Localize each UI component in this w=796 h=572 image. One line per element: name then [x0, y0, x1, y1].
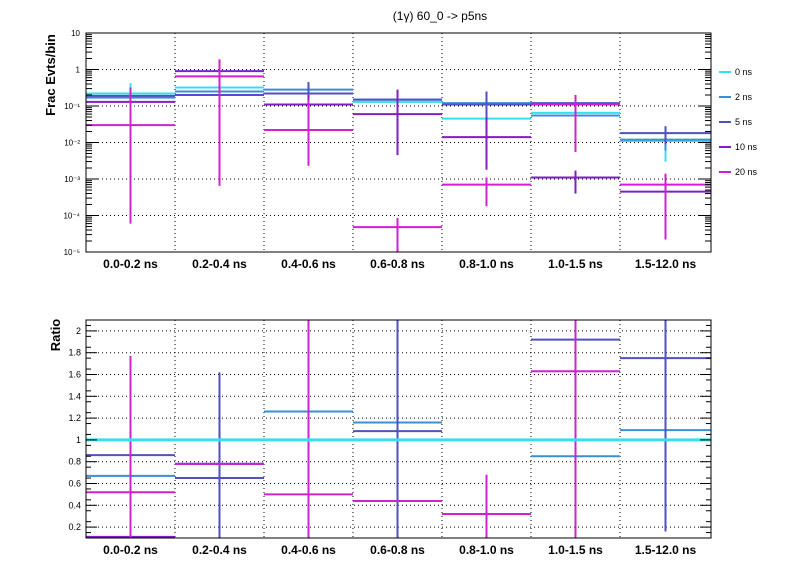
legend: 0 ns 2 ns 5 ns 10 ns 20 ns [719, 67, 758, 177]
x-tick-label: 0.2-0.4 ns [192, 543, 247, 557]
legend-label: 2 ns [735, 92, 753, 102]
top-marks [86, 59, 711, 252]
y-tick-label: 1 [76, 66, 81, 75]
y-tick-label: 2 [76, 326, 81, 336]
legend-label: 5 ns [735, 117, 753, 127]
x-tick-label: 0.4-0.6 ns [281, 257, 336, 271]
y-tick-label: 10⁻⁵ [64, 248, 80, 257]
bottom-panel: 0.2 0.4 0.6 0.8 1 1.2 1.4 1.6 1.8 2 0.0-0.2 ns 0.2-… [48, 319, 712, 557]
x-tick-label: 0.0-0.2 ns [103, 257, 158, 271]
x-tick-label: 0.4-0.6 ns [281, 543, 336, 557]
legend-label: 20 ns [735, 167, 758, 177]
bottom-axes: 0.2 0.4 0.6 0.8 1 1.2 1.4 1.6 1.8 2 0.0-0.2 ns 0.2-… [68, 324, 711, 557]
y-tick-label: 10⁻¹ [64, 102, 80, 111]
x-tick-label: 0.6-0.8 ns [370, 543, 425, 557]
legend-label: 0 ns [735, 67, 753, 77]
y-tick-label: 10⁻⁴ [63, 212, 80, 221]
y-tick-label: 1.6 [68, 370, 81, 380]
x-tick-label: 1.5-12.0 ns [635, 257, 697, 271]
bottom-y-axis-label: Ratio [48, 319, 63, 352]
y-tick-label: 0.2 [68, 522, 81, 532]
x-tick-label: 1.0-1.5 ns [548, 257, 603, 271]
y-tick-label: 1.2 [68, 413, 81, 423]
y-tick-label: 0.8 [68, 457, 81, 467]
x-tick-label: 0.8-1.0 ns [459, 257, 514, 271]
y-tick-label: 1.4 [68, 391, 81, 401]
y-tick-label: 0.4 [68, 500, 81, 510]
x-tick-label: 0.6-0.8 ns [370, 257, 425, 271]
x-tick-label: 1.5-12.0 ns [635, 543, 697, 557]
x-tick-label: 0.8-1.0 ns [459, 543, 514, 557]
y-tick-label: 10 [71, 29, 80, 38]
top-axes: 10⁻⁵ 10⁻⁴ 10⁻³ 10⁻² 10⁻¹ 1 10 0.0-0.2 ns 0.2-0.4… [63, 29, 711, 271]
top-y-axis-label: Frac Evts/bin [43, 34, 58, 116]
y-tick-label: 0.6 [68, 479, 81, 489]
x-tick-label: 1.0-1.5 ns [548, 543, 603, 557]
y-tick-label: 10⁻³ [64, 175, 80, 184]
y-tick-label: 1 [76, 435, 81, 445]
legend-label: 10 ns [735, 142, 758, 152]
bottom-marks [86, 320, 711, 538]
chart-title: (1γ) 60_0 -> p5ns [393, 9, 487, 23]
top-panel: 10⁻⁵ 10⁻⁴ 10⁻³ 10⁻² 10⁻¹ 1 10 0.0-0.2 ns 0.2-0.4… [43, 29, 712, 271]
y-tick-label: 1.8 [68, 348, 81, 358]
bottom-plot-frame [85, 319, 712, 539]
y-tick-label: 10⁻² [64, 139, 80, 148]
x-tick-label: 0.2-0.4 ns [192, 257, 247, 271]
x-tick-label: 0.0-0.2 ns [103, 543, 158, 557]
